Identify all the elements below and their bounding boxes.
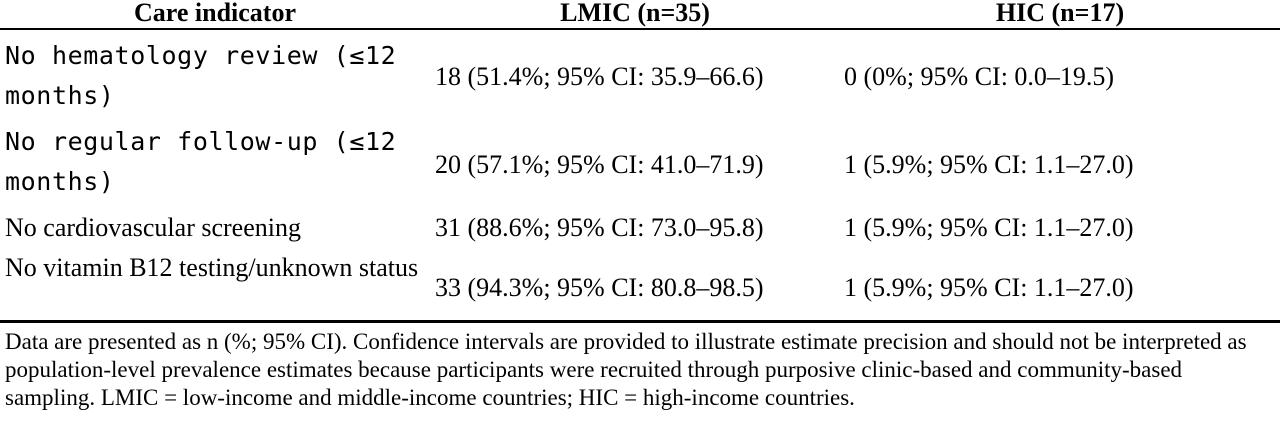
hic-cell: 1 (5.9%; 95% CI: 1.1–27.0) (844, 273, 1134, 302)
table-footnote: Data are presented as n (%; 95% CI). Con… (5, 329, 1247, 410)
indicator-cell: No regular follow-up (≤12 months) (5, 127, 397, 196)
hic-cell: 1 (5.9%; 95% CI: 1.1–27.0) (844, 213, 1134, 242)
lmic-cell: 20 (57.1%; 95% CI: 41.0–71.9) (435, 150, 764, 179)
indicator-cell: No hematology review (≤12 months) (5, 41, 397, 110)
indicator-cell: No cardiovascular screening (5, 213, 301, 242)
header-hic: HIC (n=17) (995, 0, 1125, 27)
indicator-cell: No vitamin B12 testing/unknown status (5, 253, 419, 282)
table-row: No cardiovascular screening 31 (88.6%; 9… (0, 210, 1280, 246)
table-row: No hematology review (≤12 months) 18 (51… (0, 36, 1280, 116)
header-lmic: LMIC (n=35) (560, 0, 710, 27)
lmic-cell: 18 (51.4%; 95% CI: 35.9–66.6) (435, 62, 764, 91)
lmic-cell: 33 (94.3%; 95% CI: 80.8–98.5) (435, 273, 764, 302)
table-row: No regular follow-up (≤12 months) 20 (57… (0, 122, 1280, 202)
header-rule (0, 28, 1280, 30)
table-bottom-rule (0, 320, 1280, 323)
table-row: No vitamin B12 testing/unknown status 33… (0, 252, 1280, 318)
hic-cell: 1 (5.9%; 95% CI: 1.1–27.0) (844, 150, 1134, 179)
hic-cell: 0 (0%; 95% CI: 0.0–19.5) (844, 62, 1115, 91)
header-care-indicator: Care indicator (134, 0, 296, 27)
lmic-cell: 31 (88.6%; 95% CI: 73.0–95.8) (435, 213, 764, 242)
